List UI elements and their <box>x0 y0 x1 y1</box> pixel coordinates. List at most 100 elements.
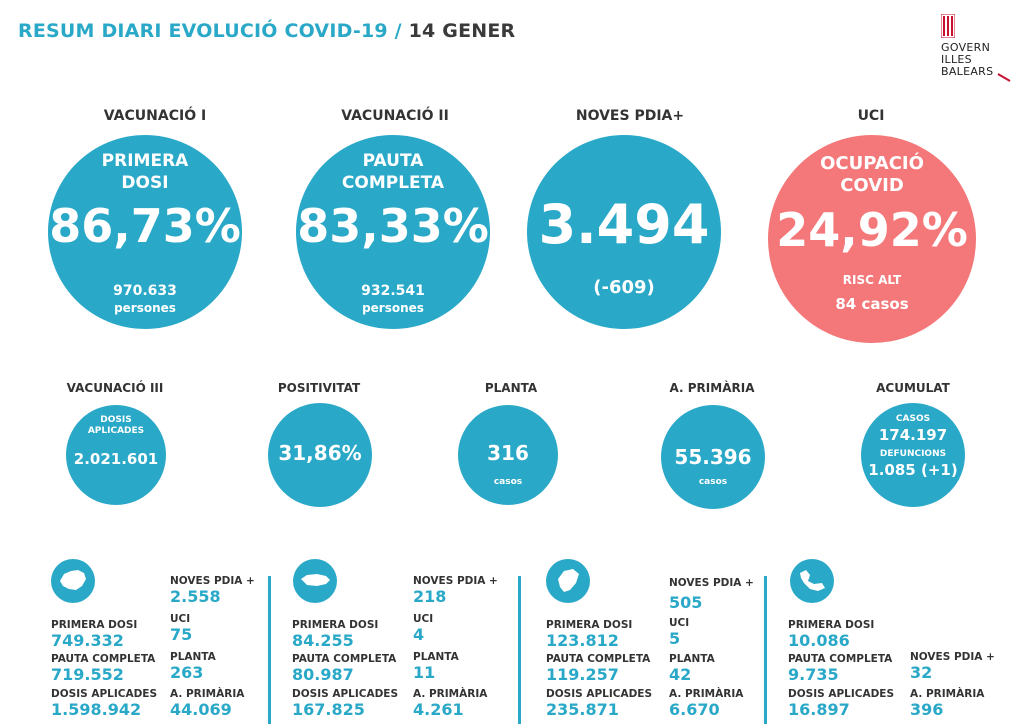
circle-value: 316 <box>487 441 529 465</box>
circle-value: 31,86% <box>278 441 362 465</box>
circle-vacunacio-1: PRIMERA DOSI 86,73% 970.633 persones <box>48 135 242 329</box>
circle-value: 86,73% <box>49 199 241 253</box>
label-primaria: A. PRIMÀRIA <box>669 381 755 395</box>
formentera-primaria-label: A. PRIMÀRIA <box>910 688 985 700</box>
circle-head-1: DOSIS <box>100 415 132 425</box>
eivissa-pdia-label: NOVES PDIA + <box>669 577 754 589</box>
circle-sub-2: 84 casos <box>835 295 909 313</box>
label-uci: UCI <box>857 108 885 124</box>
circle-head-2: COMPLETA <box>341 173 445 193</box>
mallorca-primaria: 44.069 <box>170 700 232 719</box>
eivissa-dosis: 235.871 <box>546 700 619 719</box>
menorca-uci: 4 <box>413 625 425 644</box>
mallorca-planta-label: PLANTA <box>170 651 216 663</box>
label-planta: PLANTA <box>484 381 538 395</box>
menorca-uci-label: UCI <box>413 613 434 625</box>
menorca-planta-label: PLANTA <box>413 651 459 663</box>
formentera-pdia: 32 <box>910 663 933 682</box>
label-vacunacio-3: VACUNACIÓ III <box>66 381 164 395</box>
page-title: RESUM DIARI EVOLUCIÓ COVID-19 / 14 GENER <box>18 20 515 42</box>
formentera-primera-dosi-label: PRIMERA DOSI <box>788 619 875 631</box>
circle-sub-2: persones <box>362 301 424 315</box>
mallorca-pauta-label: PAUTA COMPLETA <box>51 653 156 665</box>
mallorca-primera-dosi-label: PRIMERA DOSI <box>51 619 138 631</box>
eivissa-uci: 5 <box>669 629 681 648</box>
circle-uci: OCUPACIÓ COVID 24,92% RISC ALT 84 casos <box>768 135 976 343</box>
circle-sub: casos <box>493 477 523 487</box>
title-date: 14 GENER <box>408 20 516 42</box>
circle-head-1: CASOS <box>895 414 931 424</box>
formentera-pauta: 9.735 <box>788 665 839 684</box>
eivissa-pdia: 505 <box>669 593 703 612</box>
circle-value: 24,92% <box>776 203 968 257</box>
logo-line-3: BALEARS <box>941 65 994 78</box>
label-noves-pdia: NOVES PDIA+ <box>575 108 685 124</box>
label-vacunacio-1: VACUNACIÓ I <box>103 108 207 124</box>
circle-vacunacio-2: PAUTA COMPLETA 83,33% 932.541 persones <box>296 135 490 329</box>
menorca-dosis-label: DOSIS APLICADES <box>292 688 399 700</box>
eivissa-primera-dosi-label: PRIMERA DOSI <box>546 619 633 631</box>
circle-sub-2: persones <box>114 301 176 315</box>
circle-sub-1: (-609) <box>593 277 655 298</box>
title-main: RESUM DIARI EVOLUCIÓ COVID-19 / <box>18 20 402 42</box>
formentera-pauta-label: PAUTA COMPLETA <box>788 653 893 665</box>
circle-head-2: COVID <box>840 175 904 196</box>
circle-value: 2.021.601 <box>73 450 159 468</box>
menorca-pauta-label: PAUTA COMPLETA <box>292 653 397 665</box>
formentera-dosis-label: DOSIS APLICADES <box>788 688 895 700</box>
circle-head-2: APLICADES <box>87 426 145 436</box>
circle-value-1: 174.197 <box>878 426 948 444</box>
logo-accent-icon <box>997 73 1011 82</box>
mallorca-uci: 75 <box>170 625 193 644</box>
mallorca-primera-dosi: 749.332 <box>51 631 124 650</box>
eivissa-pauta-label: PAUTA COMPLETA <box>546 653 651 665</box>
circle-head-2: DEFUNCIONS <box>879 449 947 459</box>
circle-value: 83,33% <box>297 199 489 253</box>
formentera-dosis: 16.897 <box>788 700 850 719</box>
mallorca-pdia-label: NOVES PDIA + <box>170 575 255 587</box>
menorca-pauta: 80.987 <box>292 665 354 684</box>
menorca-pdia: 218 <box>413 587 447 606</box>
eivissa-planta-label: PLANTA <box>669 653 715 665</box>
eivissa-primaria-label: A. PRIMÀRIA <box>669 688 744 700</box>
circle-primaria: 55.396 casos <box>661 405 765 509</box>
mallorca-primaria-label: A. PRIMÀRIA <box>170 688 245 700</box>
menorca-icon <box>293 559 337 603</box>
eivissa-primaria: 6.670 <box>669 700 720 719</box>
mallorca-dosis-label: DOSIS APLICADES <box>51 688 158 700</box>
menorca-pdia-label: NOVES PDIA + <box>413 575 498 587</box>
formentera-primera-dosi: 10.086 <box>788 631 850 650</box>
circle-positivitat: 31,86% <box>268 403 372 507</box>
mallorca-pdia: 2.558 <box>170 587 221 606</box>
eivissa-icon <box>546 559 590 603</box>
circle-noves-pdia: 3.494 (-609) <box>527 135 721 329</box>
logo-line-1: GOVERN <box>941 41 991 54</box>
circle-vacunacio-3: DOSIS APLICADES 2.021.601 <box>66 405 166 505</box>
govern-logo: GOVERN ILLES BALEARS <box>940 13 1011 82</box>
label-vacunacio-2: VACUNACIÓ II <box>341 108 449 124</box>
eivissa-planta: 42 <box>669 665 692 684</box>
circle-value: 3.494 <box>538 193 710 256</box>
label-positivitat: POSITIVITAT <box>277 381 361 395</box>
mallorca-pauta: 719.552 <box>51 665 124 684</box>
divider-2 <box>518 576 521 724</box>
circle-planta: 316 casos <box>458 405 558 505</box>
circle-head-1: OCUPACIÓ <box>820 153 924 174</box>
eivissa-primera-dosi: 123.812 <box>546 631 619 650</box>
menorca-dosis: 167.825 <box>292 700 365 719</box>
menorca-primaria-label: A. PRIMÀRIA <box>413 688 488 700</box>
circle-acumulat: CASOS 174.197 DEFUNCIONS 1.085 (+1) <box>861 403 965 507</box>
label-acumulat: ACUMULAT <box>876 381 950 395</box>
circle-sub-1: 970.633 <box>113 283 177 299</box>
formentera-primaria: 396 <box>910 700 944 719</box>
menorca-primera-dosi-label: PRIMERA DOSI <box>292 619 379 631</box>
eivissa-dosis-label: DOSIS APLICADES <box>546 688 653 700</box>
divider-1 <box>268 576 271 724</box>
divider-3 <box>764 576 767 724</box>
formentera-pdia-label: NOVES PDIA + <box>910 651 995 663</box>
circle-sub: casos <box>698 477 728 487</box>
formentera-icon <box>790 559 834 603</box>
circle-sub-1: 932.541 <box>361 283 425 299</box>
mallorca-planta: 263 <box>170 663 204 682</box>
logo-line-2: ILLES <box>941 53 972 66</box>
